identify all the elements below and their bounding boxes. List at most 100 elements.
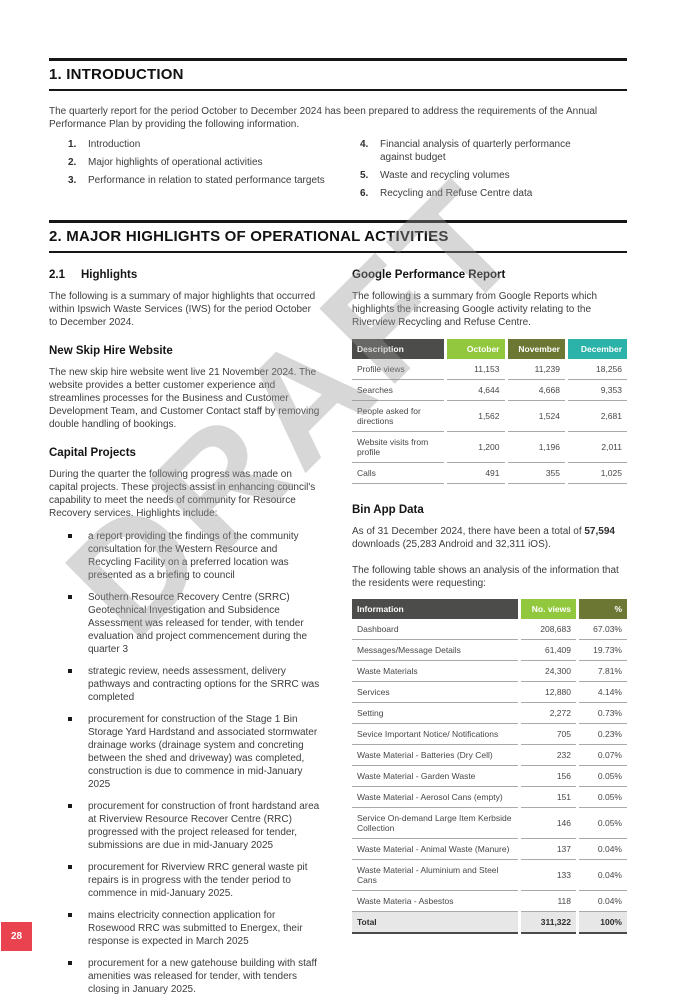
intro-paragraph: The quarterly report for the period Octo…: [49, 106, 598, 130]
text-segment: downloads (25,283 Android and 32,311 iOS…: [352, 539, 551, 550]
section-2-columns: 2.1 Highlights The following is a summary…: [49, 269, 627, 1005]
bullet-icon: [68, 865, 72, 869]
table-row: Setting 2,272 0.73%: [352, 702, 627, 724]
item-text: Financial analysis of quarterly performa…: [380, 139, 571, 163]
cell-value: 1,025: [565, 462, 627, 484]
table-header-row: Description October November December: [352, 339, 627, 359]
skip-hire-heading: New Skip Hire Website: [49, 345, 173, 357]
table-total-row: Total 311,322 100%: [352, 911, 627, 934]
bin-app-data-table: Information No. views % Dashboard 208,683…: [352, 599, 627, 934]
row-label: Website visits from profile: [352, 431, 446, 463]
table-row: Website visits from profile 1,200 1,196 2,0…: [352, 431, 627, 463]
google-report-heading: Google Performance Report: [352, 269, 506, 281]
cell-value: 151: [518, 786, 578, 808]
table-header-row: Information No. views %: [352, 599, 627, 619]
bin-app-data-heading: Bin App Data: [352, 504, 424, 516]
row-label: Dashboard: [352, 619, 520, 640]
heading-label: Highlights: [81, 269, 138, 281]
item-number: 4.: [360, 139, 369, 150]
bin-app-downloads-paragraph: As of 31 December 2024, there have been …: [352, 525, 627, 551]
table-row: Sevice Important Notice/ Notifications 70…: [352, 723, 627, 745]
list-item: a report providing the findings of the c…: [49, 530, 322, 582]
google-performance-table: Description October November December Pr…: [352, 339, 627, 484]
row-label: Service On-demand Large Item Kerbside Co…: [352, 807, 520, 839]
row-label: Sevice Important Notice/ Notifications: [352, 723, 520, 745]
intro-numbered-list: 1. Introduction 2. Major highlights of ope…: [49, 138, 627, 200]
google-report-column: Google Performance Report The following …: [352, 269, 627, 1005]
cell-value: 11,239: [504, 359, 567, 380]
bullet-icon: [68, 804, 72, 808]
table-row: Waste Material - Batteries (Dry Cell) 232…: [352, 744, 627, 766]
list-item: 3. Performance in relation to stated perf…: [68, 174, 360, 187]
column-header: October: [444, 339, 506, 359]
cell-value: 146: [518, 807, 578, 839]
item-text: Introduction: [88, 139, 141, 150]
cell-value: 1,200: [444, 431, 506, 463]
table-row: Searches 4,644 4,668 9,353: [352, 379, 627, 401]
section-2-title: 2. MAJOR HIGHLIGHTS OF OPERATIONAL ACTIV…: [49, 220, 627, 253]
cell-value: 355: [504, 462, 567, 484]
row-label: Waste Material - Aerosol Cans (empty): [352, 786, 520, 808]
cell-value: 4,644: [444, 379, 506, 401]
total-pct: 100%: [576, 911, 627, 934]
cell-value: 0.05%: [576, 807, 627, 839]
capital-projects-bullet-list: a report providing the findings of the c…: [49, 530, 322, 996]
bullet-icon: [68, 717, 72, 721]
list-item: 5. Waste and recycling volumes: [360, 169, 600, 182]
highlights-column: 2.1 Highlights The following is a summary…: [49, 269, 322, 1005]
table-row: Services 12,880 4.14%: [352, 681, 627, 703]
row-label: Messages/Message Details: [352, 639, 520, 661]
table-row: Profile views 11,153 11,239 18,256: [352, 359, 627, 380]
cell-value: 11,153: [444, 359, 506, 380]
bullet-icon: [68, 913, 72, 917]
cell-value: 0.04%: [576, 859, 627, 891]
cell-value: 4.14%: [576, 681, 627, 703]
highlights-paragraph: The following is a summary of major high…: [49, 291, 316, 328]
list-item: strategic review, needs assessment, deli…: [49, 665, 322, 704]
bullet-icon: [68, 595, 72, 599]
cell-value: 7.81%: [576, 660, 627, 682]
cell-value: 1,196: [504, 431, 567, 463]
cell-value: 0.73%: [576, 702, 627, 724]
total-label: Total: [352, 911, 520, 934]
bullet-text: procurement for construction of front ha…: [88, 801, 320, 851]
cell-value: 19.73%: [576, 639, 627, 661]
row-label: Waste Material - Animal Waste (Manure): [352, 838, 520, 860]
highlights-heading: 2.1 Highlights: [49, 269, 322, 282]
cell-value: 24,300: [518, 660, 578, 682]
table-row: Waste Material - Aerosol Cans (empty) 151…: [352, 786, 627, 808]
list-item: 6. Recycling and Refuse Centre data: [360, 187, 600, 200]
row-label: Searches: [352, 379, 446, 401]
list-item: procurement for Riverview RRC general wa…: [49, 861, 322, 900]
row-label: Services: [352, 681, 520, 703]
bullet-text: mains electricity connection application…: [88, 910, 303, 947]
cell-value: 61,409: [518, 639, 578, 661]
cell-value: 1,524: [504, 400, 567, 432]
item-number: 6.: [360, 188, 369, 199]
column-header: November: [504, 339, 567, 359]
bullet-text: Southern Resource Recovery Centre (SRRC)…: [88, 592, 308, 655]
cell-value: 0.05%: [576, 786, 627, 808]
capital-projects-paragraph: During the quarter the following progres…: [49, 469, 316, 519]
cell-value: 0.05%: [576, 765, 627, 787]
list-item: 2. Major highlights of operational activi…: [68, 156, 360, 169]
cell-value: 12,880: [518, 681, 578, 703]
item-text: Waste and recycling volumes: [380, 170, 510, 181]
column-header: Description: [352, 339, 446, 359]
bullet-text: procurement for Riverview RRC general wa…: [88, 862, 308, 899]
table-row: Waste Material - Aluminium and Steel Can…: [352, 859, 627, 891]
cell-value: 208,683: [518, 619, 578, 640]
cell-value: 2,011: [565, 431, 627, 463]
row-label: People asked for directions: [352, 400, 446, 432]
capital-projects-heading: Capital Projects: [49, 447, 136, 459]
table-row: Waste Material - Animal Waste (Manure) 13…: [352, 838, 627, 860]
column-header: %: [576, 599, 627, 619]
cell-value: 491: [444, 462, 506, 484]
cell-value: 705: [518, 723, 578, 745]
bullet-text: procurement for construction of the Stag…: [88, 714, 318, 790]
text-segment: As of 31 December 2024, there have been …: [352, 526, 585, 537]
row-label: Setting: [352, 702, 520, 724]
cell-value: 137: [518, 838, 578, 860]
row-label: Waste Material - Garden Waste: [352, 765, 520, 787]
bullet-icon: [68, 669, 72, 673]
